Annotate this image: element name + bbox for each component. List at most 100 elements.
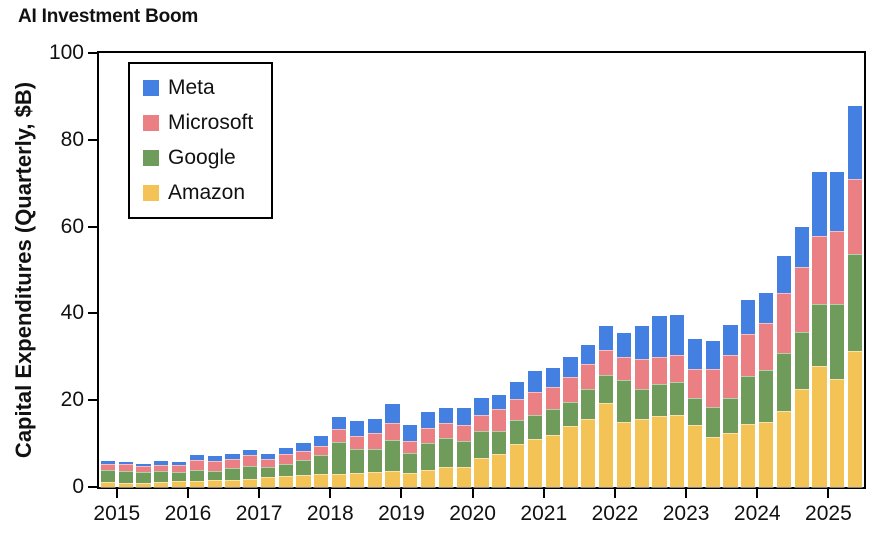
bar-segment-meta <box>403 424 418 442</box>
x-tick-label-2020: 2020 <box>449 502 496 525</box>
bar-segment-meta <box>189 455 204 461</box>
bar-2022-q3 <box>652 53 667 487</box>
bar-segment-microsoft <box>438 422 454 438</box>
bar-segment-google <box>634 389 649 419</box>
bar-2025-q2 <box>847 53 863 487</box>
bar-segment-meta <box>438 407 454 423</box>
x-tick-label-2019: 2019 <box>378 502 425 525</box>
bar-2024-q1 <box>759 53 774 487</box>
bar-segment-microsoft <box>812 235 827 305</box>
bar-segment-google <box>118 470 133 484</box>
bar-segment-google <box>545 408 560 435</box>
bar-segment-google <box>385 440 400 471</box>
bar-segment-google <box>349 449 365 474</box>
bar-segment-microsoft <box>260 459 276 467</box>
bar-segment-google <box>421 443 436 470</box>
bar-segment-meta <box>278 447 293 455</box>
bar-segment-microsoft <box>367 433 382 450</box>
bar-segment-google <box>171 471 187 481</box>
bar-2015-q3 <box>154 53 169 487</box>
bar-2022-q4 <box>670 53 685 487</box>
bar-segment-google <box>456 440 471 468</box>
plot-area <box>97 51 866 489</box>
bar-segment-meta <box>812 171 827 236</box>
bar-segment-meta <box>385 404 400 424</box>
y-tick-label-100: 100 <box>48 41 84 64</box>
x-tick-mark-2015 <box>115 489 118 498</box>
bar-segment-meta <box>741 299 756 334</box>
legend-swatch-microsoft <box>143 115 159 131</box>
bar-segment-microsoft <box>421 428 436 444</box>
bar-segment-microsoft <box>154 464 169 472</box>
bar-segment-microsoft <box>189 460 204 471</box>
bar-segment-meta <box>794 227 809 268</box>
bar-2024-q4 <box>812 53 827 487</box>
bar-segment-amazon <box>598 403 614 487</box>
x-tick-mark-2016 <box>186 489 189 498</box>
bar-segment-amazon <box>545 434 560 487</box>
bar-segment-meta <box>598 326 614 350</box>
bar-segment-google <box>776 353 792 411</box>
bar-segment-microsoft <box>759 322 774 371</box>
bar-segment-google <box>598 375 614 404</box>
bar-2022-q1 <box>616 53 631 487</box>
legend-label-microsoft: Microsoft <box>168 111 254 134</box>
bar-segment-microsoft <box>670 354 685 382</box>
bar-2021-q4 <box>598 53 614 487</box>
bar-2015-q1 <box>118 53 133 487</box>
bar-segment-microsoft <box>136 465 151 472</box>
bar-segment-amazon <box>652 415 667 487</box>
y-tick-mark-100 <box>88 52 97 54</box>
bar-segment-amazon <box>243 479 258 487</box>
x-tick-label-2017: 2017 <box>235 502 283 525</box>
legend-item-google: Google <box>143 146 253 170</box>
y-tick-mark-40 <box>88 312 97 315</box>
bar-segment-amazon <box>349 473 365 487</box>
bar-segment-meta <box>136 463 151 466</box>
x-tick-mark-2021 <box>542 489 545 498</box>
x-tick-mark-2017 <box>258 489 261 498</box>
x-tick-label-2023: 2023 <box>662 502 710 525</box>
bar-segment-microsoft <box>296 450 311 461</box>
bar-2018-q1 <box>332 53 347 487</box>
bar-segment-amazon <box>421 469 436 487</box>
bar-2014-q4 <box>100 53 115 487</box>
bar-segment-meta <box>776 256 792 294</box>
bar-2023-q3 <box>723 53 738 487</box>
y-tick-label-40: 40 <box>60 301 84 325</box>
x-tick-label-2016: 2016 <box>164 502 212 525</box>
bar-segment-amazon <box>670 414 685 487</box>
bar-2022-q2 <box>634 53 649 487</box>
bar-segment-amazon <box>723 432 738 487</box>
bar-2017-q1 <box>260 53 276 487</box>
bar-2019-q1 <box>403 53 418 487</box>
bar-segment-google <box>741 375 756 424</box>
bar-segment-google <box>207 470 222 480</box>
bar-segment-google <box>278 464 293 477</box>
bar-segment-google <box>296 460 311 476</box>
bar-segment-google <box>527 414 542 439</box>
x-tick-mark-2024 <box>756 489 759 498</box>
bar-2016-q2 <box>207 53 222 487</box>
bar-segment-amazon <box>438 466 454 487</box>
bar-segment-microsoft <box>314 445 329 456</box>
bar-segment-meta <box>154 461 169 465</box>
bar-segment-amazon <box>225 479 240 487</box>
bar-segment-amazon <box>581 418 596 487</box>
bar-segment-microsoft <box>634 359 649 390</box>
bar-segment-meta <box>634 326 649 360</box>
bar-segment-microsoft <box>243 454 258 466</box>
x-tick-mark-2019 <box>400 489 403 498</box>
bar-segment-google <box>492 431 507 455</box>
bar-segment-amazon <box>474 457 489 487</box>
legend-swatch-amazon <box>143 185 159 201</box>
bar-segment-google <box>438 437 454 467</box>
bar-segment-meta <box>367 418 382 434</box>
bar-segment-amazon <box>794 388 809 487</box>
bar-segment-google <box>847 253 863 351</box>
bar-segment-google <box>670 382 685 415</box>
bar-2024-q2 <box>776 53 792 487</box>
bar-segment-microsoft <box>652 356 667 385</box>
bar-segment-microsoft <box>581 364 596 390</box>
bar-2015-q2 <box>136 53 151 487</box>
